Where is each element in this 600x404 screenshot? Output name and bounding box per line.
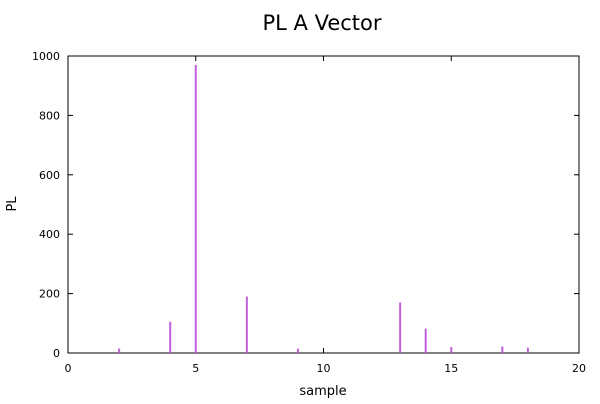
bar-sample-9 (296, 348, 299, 353)
x-tick-label: 0 (65, 362, 72, 375)
y-axis-ticks: 0 200 400 600 800 1000 (32, 50, 579, 360)
bar-sample-2 (118, 348, 121, 353)
bar-sample-14 (424, 328, 427, 353)
y-tick-label: 1000 (32, 50, 60, 63)
bar-sample-5 (194, 64, 197, 353)
bar-sample-7 (245, 296, 248, 353)
x-tick-label: 10 (317, 362, 331, 375)
bar-sample-18 (526, 347, 529, 353)
bar-sample-17 (501, 346, 504, 353)
y-tick-label: 200 (39, 288, 60, 301)
bar-sample-13 (399, 302, 402, 353)
x-tick-label: 15 (444, 362, 458, 375)
bar-sample-15 (450, 347, 453, 353)
y-tick-label: 800 (39, 109, 60, 122)
y-tick-label: 600 (39, 169, 60, 182)
y-axis-label: PL (5, 196, 20, 212)
x-tick-label: 5 (192, 362, 199, 375)
chart-title: PL A Vector (263, 11, 382, 35)
y-tick-label: 400 (39, 228, 60, 241)
x-tick-label: 20 (572, 362, 586, 375)
x-axis-label: sample (299, 384, 346, 399)
plot-frame (67, 55, 580, 354)
data-bars (118, 64, 529, 353)
x-axis-ticks: 0 5 10 15 20 (65, 56, 586, 375)
y-tick-label: 0 (53, 347, 60, 360)
bar-sample-4 (169, 321, 172, 353)
